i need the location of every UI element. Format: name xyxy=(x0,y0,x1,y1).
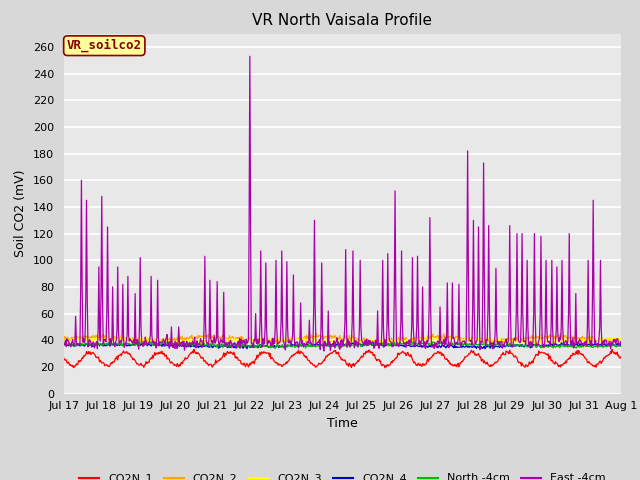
Y-axis label: Soil CO2 (mV): Soil CO2 (mV) xyxy=(15,170,28,257)
Text: VR_soilco2: VR_soilco2 xyxy=(67,39,142,52)
X-axis label: Time: Time xyxy=(327,417,358,430)
Legend: CO2N_1, CO2N_2, CO2N_3, CO2N_4, North -4cm, East -4cm: CO2N_1, CO2N_2, CO2N_3, CO2N_4, North -4… xyxy=(75,469,610,480)
Title: VR North Vaisala Profile: VR North Vaisala Profile xyxy=(252,13,433,28)
